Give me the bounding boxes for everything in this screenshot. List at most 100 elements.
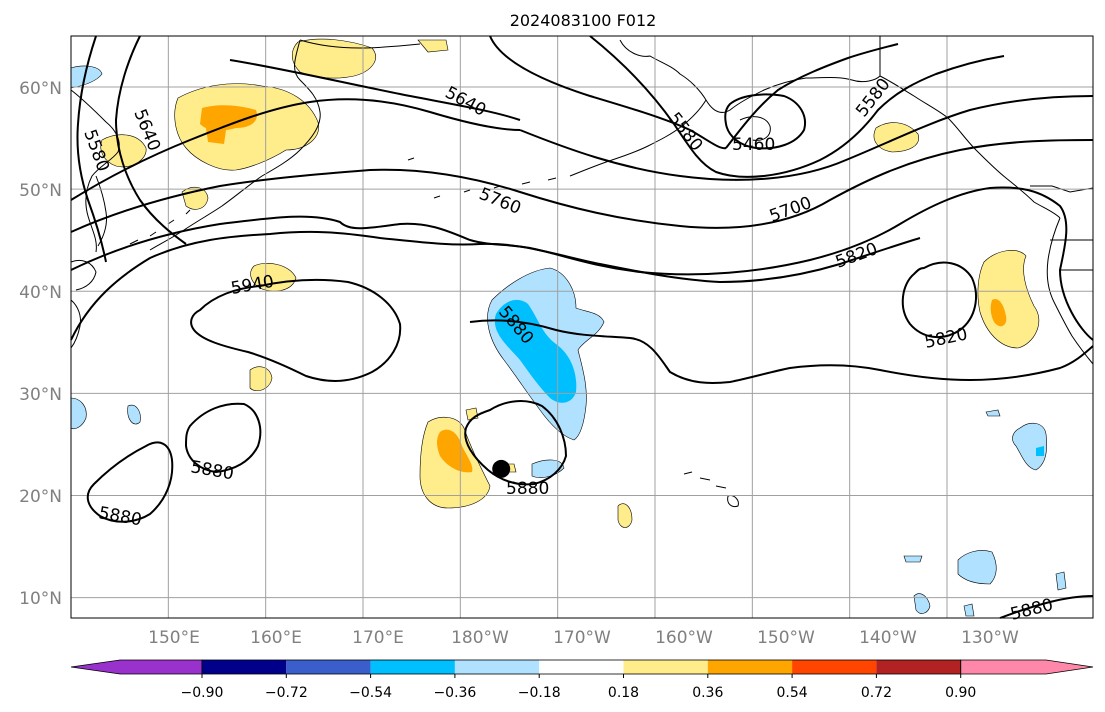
contour-5820-south (70, 230, 921, 341)
contour-5880-west-loop-b (86, 441, 174, 523)
shade-deepblue-central (494, 299, 577, 403)
shade-blue-west-30n (70, 397, 87, 429)
colorbar-segment (707, 660, 793, 674)
colorbar-segment (286, 660, 371, 674)
map-frame (70, 35, 1094, 619)
contour-5880-central (469, 319, 1094, 384)
lon-label: 130°W (961, 628, 1019, 648)
contour-5880-se (999, 595, 1094, 619)
contour-5880-west-loop-a (184, 402, 262, 474)
colorbar-segment (370, 660, 455, 674)
lat-label: 30°N (19, 385, 62, 405)
colorbar-segment (539, 660, 624, 674)
colorbar-segment (623, 660, 708, 674)
contour-5580-west (76, 35, 107, 263)
contour-5760 (70, 139, 1094, 233)
shade-small-16n (617, 503, 633, 528)
height-contours (70, 35, 1094, 619)
colorbar-extend-min (70, 659, 203, 675)
lat-label: 10°N (19, 589, 62, 609)
contour-5580-east (589, 35, 1005, 178)
coast-alaska-west (619, 39, 881, 113)
lat-label: 20°N (19, 487, 62, 507)
colorbar-segment (792, 660, 877, 674)
shade-okhotsk-small (417, 39, 449, 53)
lat-label: 50°N (19, 181, 62, 201)
colorbar-tick-label: 0.36 (692, 685, 723, 701)
latitude-axis: 60°N 50°N 40°N 30°N 20°N 10°N (19, 79, 62, 609)
shading-layer (70, 38, 1067, 617)
lat-label: 40°N (19, 283, 62, 303)
coast-hokkaido (70, 259, 97, 291)
coast-japan (70, 299, 81, 349)
contour-5460 (724, 93, 806, 150)
coast-kamchatka (149, 39, 321, 251)
coast-kuril (129, 209, 191, 245)
contour-5880-hi-loop (464, 400, 568, 486)
colorbar-tick-label: 0.72 (861, 685, 892, 701)
shade-deepblue-small (1036, 446, 1044, 456)
coast-hawaii (683, 471, 739, 507)
shade-kamchatka (174, 83, 319, 171)
colorbar-tick-label: 0.54 (777, 685, 808, 701)
figure-title: 2024083100 F012 (510, 11, 657, 30)
lon-label: 160°W (655, 628, 713, 648)
colorbar-tick-label: −0.72 (265, 685, 308, 701)
colorbar-tick-label: −0.90 (181, 685, 224, 701)
coast-okhotsk-north (299, 39, 421, 49)
coast-pacific-nw (1046, 217, 1094, 365)
colorbar-extend-max (960, 659, 1094, 675)
graticule (71, 36, 1093, 618)
shade-orange-central (437, 429, 473, 473)
coast-russia-far-east (70, 89, 120, 253)
shade-okhotsk (291, 38, 376, 79)
colorbar-tick-label: −0.54 (349, 685, 392, 701)
contour-5640-west (114, 35, 187, 245)
lon-label: 150°E (148, 628, 200, 648)
colorbar-segment (876, 660, 961, 674)
shade-orange-east (990, 298, 1007, 327)
contour-label: 5460 (732, 135, 775, 155)
contour-5700-east (519, 95, 1094, 181)
colorbar-outline (201, 659, 962, 675)
contour-5520-east (725, 43, 899, 149)
longitude-axis: 150°E 160°E 170°E 180°W 170°W 160°W 150°… (148, 628, 1019, 648)
contour-5700-west (70, 98, 521, 201)
shade-blue-east-29n (985, 409, 1001, 417)
contour-label: 5880 (506, 479, 549, 499)
shade-east-55n (873, 122, 919, 153)
shade-blue-east-13n (957, 550, 997, 585)
shade-blue-east-10n (913, 593, 931, 614)
coast-aleutians (407, 157, 581, 199)
shade-orange-kamchatka (200, 105, 258, 131)
coast-alaska-peninsula (579, 99, 707, 173)
contour-5640-mid (229, 59, 521, 121)
contour-5520-north (489, 35, 727, 150)
lon-label: 150°W (757, 628, 815, 648)
shade-east-38n (977, 250, 1040, 349)
lon-label: 170°W (553, 628, 611, 648)
lon-label: 140°W (859, 628, 917, 648)
lon-label: 160°E (250, 628, 302, 648)
shade-blue-west-28n (127, 404, 141, 425)
colorbar-tick-label: −0.18 (518, 685, 561, 701)
coastlines (70, 36, 1094, 507)
colorbar: −0.90 −0.72 −0.54 −0.36 −0.18 0.18 0.36 0.54 0.7… (70, 659, 1094, 701)
colorbar-segment (202, 660, 287, 674)
colorbar-tick-label: 0.18 (608, 685, 639, 701)
contour-5820-east-loop (901, 261, 977, 339)
colorbar-tick-label: 0.90 (945, 685, 976, 701)
coast-gulf-alaska (879, 75, 1061, 219)
shade-blue-east-9n (963, 603, 975, 617)
lon-label: 180°W (451, 628, 509, 648)
contour-5940 (190, 278, 402, 382)
shade-blue-east-25n (1012, 422, 1047, 471)
colorbar-tick-label: −0.36 (433, 685, 476, 701)
shade-31n (249, 366, 273, 391)
shade-blue-east-15n (903, 555, 923, 563)
shade-blue-east-11n (1055, 571, 1067, 591)
lon-label: 170°E (352, 628, 404, 648)
storm-position-marker (492, 459, 511, 478)
colorbar-segment (454, 660, 540, 674)
